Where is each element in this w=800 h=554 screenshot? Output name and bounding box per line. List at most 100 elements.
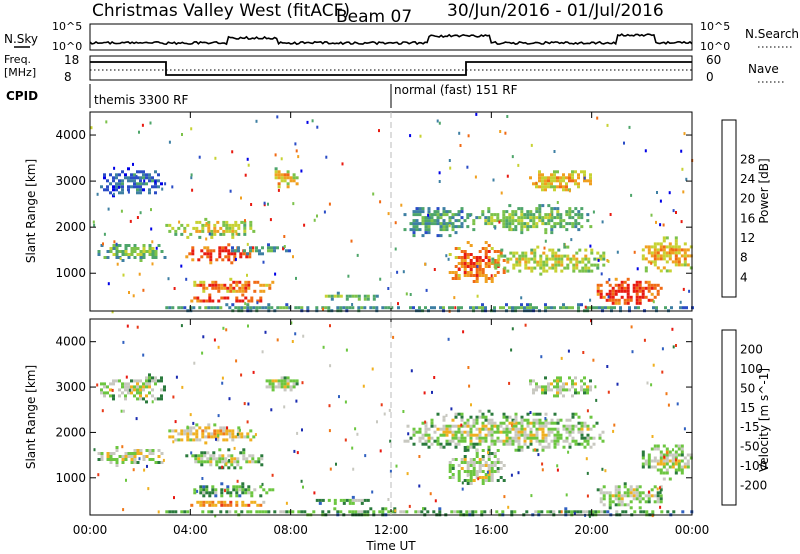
heatmap-cell	[562, 394, 565, 398]
heatmap-cell	[580, 430, 584, 434]
heatmap-cell	[436, 439, 440, 443]
heatmap-cell	[333, 294, 337, 298]
heatmap-cell	[289, 379, 293, 383]
heatmap-cell	[145, 176, 148, 180]
heatmap-cell	[674, 248, 678, 252]
heatmap-cell	[174, 232, 178, 236]
heatmap-cell	[592, 442, 596, 446]
heatmap-cell	[171, 435, 175, 439]
heatmap-cell	[570, 510, 574, 514]
heatmap-cell	[556, 427, 560, 431]
heatmap-cell	[493, 442, 497, 446]
heatmap-cell	[683, 132, 686, 136]
heatmap-cell	[148, 458, 152, 461]
heatmap-cell	[100, 452, 104, 455]
heatmap-cell	[623, 141, 625, 145]
heatmap-cell	[379, 449, 382, 453]
heatmap-cell	[330, 294, 334, 298]
heatmap-cell	[213, 338, 216, 342]
heatmap-cell	[559, 185, 562, 189]
heatmap-cell	[481, 470, 485, 473]
heatmap-cell	[445, 433, 449, 437]
heatmap-cell	[656, 447, 660, 451]
heatmap-cell	[493, 452, 497, 455]
heatmap-cell	[535, 185, 538, 189]
heatmap-cell	[460, 265, 464, 268]
heatmap-cell	[218, 454, 222, 458]
heatmap-cell	[683, 248, 687, 252]
heatmap-cell	[662, 465, 666, 469]
heatmap-cell	[585, 510, 589, 514]
heatmap-cell	[157, 173, 160, 177]
colorbar-frame	[721, 329, 737, 506]
heatmap-cell	[556, 216, 560, 220]
heatmap-cell	[541, 424, 545, 428]
heatmap-cell	[372, 192, 375, 196]
heatmap-cell	[563, 242, 566, 246]
heatmap-cell	[200, 255, 204, 259]
heatmap-cell	[589, 173, 592, 177]
heatmap-cell	[445, 213, 449, 217]
heatmap-cell	[469, 436, 473, 440]
heatmap-cell	[133, 182, 136, 186]
heatmap-cell	[556, 391, 559, 395]
heatmap-cell	[174, 229, 178, 233]
heatmap-cell	[243, 402, 246, 406]
heatmap-cell	[142, 170, 145, 174]
heatmap-cell	[656, 444, 660, 448]
heatmap-cell	[115, 446, 119, 449]
colorbar-tick-label: 100	[740, 362, 763, 376]
heatmap-cell	[193, 488, 197, 492]
heatmap-cell	[151, 253, 155, 256]
heatmap-cell	[133, 461, 137, 464]
heatmap-cell	[246, 273, 248, 277]
heatmap-cell	[250, 299, 254, 303]
heatmap-cell	[118, 179, 121, 183]
heatmap-cell	[508, 442, 512, 446]
heatmap-cell	[249, 510, 253, 514]
heatmap-cell	[372, 306, 376, 310]
heatmap-cell	[599, 497, 603, 501]
heatmap-cell	[460, 256, 464, 259]
heatmap-cell	[442, 213, 446, 217]
noise-right-tick-bottom: 10^0	[700, 40, 730, 53]
heatmap-cell	[180, 429, 184, 433]
heatmap-cell	[253, 280, 257, 284]
heatmap-cell	[659, 450, 663, 454]
heatmap-cell	[195, 226, 199, 230]
heatmap-cell	[589, 306, 592, 310]
heatmap-cell	[577, 430, 581, 434]
heatmap-cell	[648, 490, 650, 494]
heatmap-cell	[296, 451, 299, 455]
heatmap-cell	[145, 385, 148, 389]
velocity-heatmap	[93, 319, 694, 518]
heatmap-cell	[457, 219, 461, 223]
heatmap-cell	[109, 388, 112, 392]
heatmap-cell	[180, 438, 184, 442]
heatmap-cell	[662, 444, 666, 448]
heatmap-cell	[172, 395, 175, 399]
heatmap-cell	[521, 251, 525, 255]
heatmap-cell	[311, 119, 314, 123]
heatmap-cell	[424, 222, 428, 226]
heatmap-cell	[286, 182, 290, 186]
heatmap-cell	[133, 458, 137, 461]
heatmap-cell	[496, 458, 500, 461]
heatmap-cell	[586, 385, 589, 389]
heatmap-cell	[460, 225, 464, 229]
heatmap-cell	[228, 223, 232, 227]
heatmap-cell	[208, 296, 212, 300]
heatmap-cell	[683, 263, 687, 267]
heatmap-cell	[538, 412, 542, 416]
heatmap-cell	[515, 263, 519, 267]
heatmap-cell	[454, 415, 458, 419]
heatmap-cell	[469, 213, 472, 217]
x-tick-label: 20:00	[574, 523, 609, 537]
heatmap-cell	[538, 185, 541, 189]
heatmap-cell	[283, 382, 287, 386]
heatmap-cell	[274, 153, 277, 157]
heatmap-cell	[148, 244, 152, 247]
heatmap-cell	[544, 222, 548, 226]
heatmap-cell	[562, 439, 566, 443]
heatmap-cell	[487, 445, 491, 449]
